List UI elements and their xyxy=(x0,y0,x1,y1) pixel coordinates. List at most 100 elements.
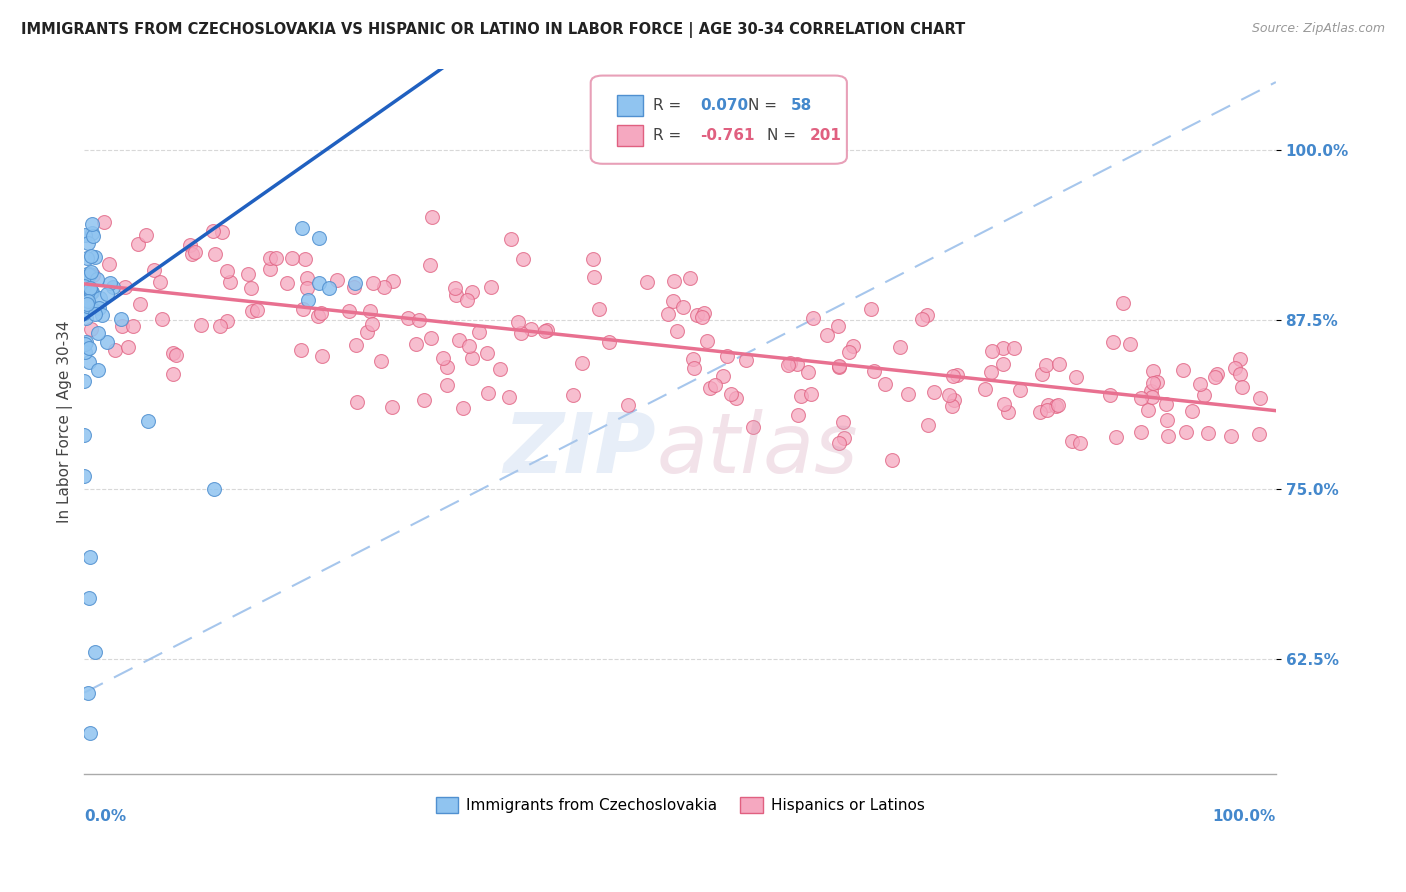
Point xyxy=(475,345,498,359)
Point xyxy=(875,377,897,392)
Point xyxy=(308,276,330,290)
Point xyxy=(509,326,531,341)
Point xyxy=(136,414,159,428)
Point xyxy=(86,271,108,285)
Point xyxy=(827,359,849,373)
Point xyxy=(1154,397,1177,411)
Point xyxy=(1045,399,1067,413)
Point xyxy=(693,305,716,319)
Point xyxy=(582,252,605,266)
Point xyxy=(779,356,801,370)
FancyBboxPatch shape xyxy=(617,95,643,116)
Point xyxy=(461,351,484,365)
Point xyxy=(1142,363,1164,377)
Point xyxy=(73,228,96,243)
Point xyxy=(326,273,349,287)
Point xyxy=(458,339,481,353)
Point xyxy=(103,343,125,357)
Point xyxy=(76,293,98,308)
Point xyxy=(1029,405,1052,419)
Point xyxy=(309,306,332,320)
Point xyxy=(266,252,288,266)
Point xyxy=(1140,390,1163,404)
Point xyxy=(1229,367,1251,381)
Point xyxy=(215,313,238,327)
Point xyxy=(699,381,721,395)
Point xyxy=(73,468,96,483)
Text: IMMIGRANTS FROM CZECHOSLOVAKIA VS HISPANIC OR LATINO IN LABOR FORCE | AGE 30-34 : IMMIGRANTS FROM CZECHOSLOVAKIA VS HISPAN… xyxy=(21,22,966,38)
Point xyxy=(208,318,231,333)
Point xyxy=(915,308,938,322)
Point xyxy=(683,360,706,375)
Point xyxy=(162,346,184,360)
Point xyxy=(1008,383,1031,397)
Point xyxy=(294,252,316,266)
Point xyxy=(797,365,820,379)
Point xyxy=(337,304,360,318)
Point xyxy=(217,264,239,278)
Point xyxy=(1146,376,1168,390)
Point xyxy=(422,210,444,224)
Point xyxy=(1105,430,1128,444)
Point xyxy=(1171,362,1194,376)
Point xyxy=(1229,352,1251,367)
Point xyxy=(73,294,96,309)
Point xyxy=(917,417,939,432)
Point xyxy=(1069,436,1091,450)
Point xyxy=(742,419,765,434)
Point xyxy=(636,276,658,290)
Point xyxy=(734,353,756,368)
Point xyxy=(1157,429,1180,443)
Point xyxy=(83,250,105,264)
Point xyxy=(1220,428,1243,442)
Point xyxy=(1118,337,1140,351)
Point xyxy=(135,228,157,243)
Point xyxy=(344,338,367,352)
Point xyxy=(724,391,747,405)
Point xyxy=(716,349,738,363)
Point xyxy=(114,280,136,294)
Point xyxy=(240,304,263,318)
Point xyxy=(259,251,281,265)
Point xyxy=(828,435,851,450)
Text: -0.761: -0.761 xyxy=(700,128,755,143)
Point xyxy=(122,318,145,333)
Point xyxy=(77,342,100,356)
Point xyxy=(815,327,838,342)
Point xyxy=(598,335,620,350)
Point xyxy=(1247,427,1270,442)
Text: R =: R = xyxy=(652,98,681,112)
Point xyxy=(665,324,688,338)
Point xyxy=(359,304,381,318)
Point xyxy=(111,318,134,333)
Point xyxy=(162,368,184,382)
Point xyxy=(76,296,98,310)
Point xyxy=(1047,398,1070,412)
Point xyxy=(1192,388,1215,402)
Point xyxy=(842,339,865,353)
Point xyxy=(432,351,454,365)
Point xyxy=(73,278,96,293)
Point xyxy=(562,388,585,402)
Point xyxy=(832,431,855,445)
Point xyxy=(477,385,499,400)
Point xyxy=(838,344,860,359)
Point xyxy=(77,355,100,369)
Text: atlas: atlas xyxy=(657,409,858,490)
Point xyxy=(534,324,557,338)
Legend: Immigrants from Czechoslovakia, Hispanics or Latinos: Immigrants from Czechoslovakia, Hispanic… xyxy=(429,791,931,820)
Point xyxy=(682,352,704,367)
Text: 0.0%: 0.0% xyxy=(84,809,127,824)
Point xyxy=(381,400,404,414)
Point xyxy=(479,280,502,294)
Point xyxy=(150,311,173,326)
Point xyxy=(96,287,118,301)
Point xyxy=(77,268,100,283)
Point xyxy=(361,277,384,291)
Point xyxy=(73,306,96,320)
Point xyxy=(73,428,96,442)
Point xyxy=(308,231,330,245)
Point xyxy=(356,326,378,340)
Point xyxy=(419,258,441,272)
Point xyxy=(447,334,470,348)
